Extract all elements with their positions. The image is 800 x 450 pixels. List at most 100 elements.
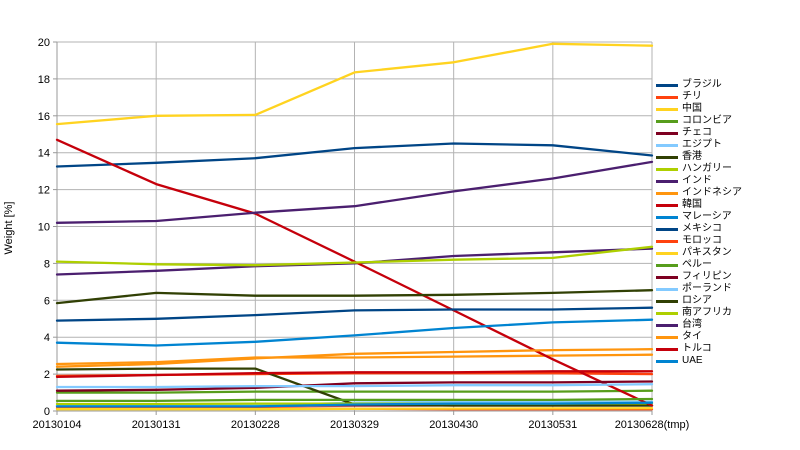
legend-item: トルコ (656, 343, 742, 355)
legend-swatch-icon (656, 215, 678, 219)
legend-swatch-icon (656, 335, 678, 339)
legend-item: ブラジル (656, 79, 742, 91)
legend-swatch-icon (656, 347, 678, 351)
series-line-タイ (55, 348, 654, 368)
legend-label: ハンガリー (682, 163, 732, 174)
series-line-ポーランド (55, 383, 654, 389)
x-tick-label: 20130228 (231, 419, 280, 431)
legend-label: タイ (682, 331, 702, 342)
series-line-ブラジル (55, 142, 654, 168)
legend-label: ペルー (682, 259, 712, 270)
legend-item: フィリピン (656, 271, 742, 283)
legend-label: ポーランド (682, 283, 732, 294)
legend-label: インド (682, 175, 712, 186)
legend-swatch-icon (656, 359, 678, 363)
legend-swatch-icon (656, 119, 678, 123)
legend-item: 台湾 (656, 319, 742, 331)
legend-item: ロシア (656, 295, 742, 307)
legend-label: トルコ (682, 343, 712, 354)
legend-label: チリ (682, 91, 702, 102)
legend-item: エジプト (656, 139, 742, 151)
series-line-台湾 (55, 160, 654, 224)
legend-item: チェコ (656, 127, 742, 139)
legend-swatch-icon (656, 143, 678, 147)
legend-item: ハンガリー (656, 163, 742, 175)
legend-label: マレーシア (682, 211, 732, 222)
y-tick-label: 0 (44, 406, 50, 418)
legend-label: 台湾 (682, 319, 702, 330)
legend-item: タイ (656, 331, 742, 343)
legend-swatch-icon (656, 191, 678, 195)
series-line-ロシア (55, 289, 654, 305)
series-line-マレーシア (55, 318, 654, 347)
series-line-パキスタン (55, 407, 654, 411)
legend-swatch-icon (656, 95, 678, 99)
legend-item: マレーシア (656, 211, 742, 223)
legend-swatch-icon (656, 239, 678, 243)
y-tick-label: 14 (38, 148, 50, 160)
legend-label: チェコ (682, 127, 712, 138)
legend-item: ポーランド (656, 283, 742, 295)
legend-label: パキスタン (682, 247, 732, 258)
legend-swatch-icon (656, 83, 678, 87)
legend-item: 中国 (656, 103, 742, 115)
series-line-中国 (55, 42, 654, 126)
legend-item: UAE (656, 355, 742, 367)
legend-swatch-icon (656, 275, 678, 279)
legend-label: モロッコ (682, 235, 722, 246)
legend-label: ロシア (682, 295, 712, 306)
legend-label: エジプト (682, 139, 722, 150)
legend-swatch-icon (656, 155, 678, 159)
legend-swatch-icon (656, 299, 678, 303)
series-line-南アフリカ (55, 245, 654, 267)
legend-label: フィリピン (682, 271, 732, 282)
legend-item: パキスタン (656, 247, 742, 259)
legend-swatch-icon (656, 323, 678, 327)
legend-item: コロンビア (656, 115, 742, 127)
x-tick-label: 20130131 (132, 419, 181, 431)
legend-item: チリ (656, 91, 742, 103)
legend-swatch-icon (656, 227, 678, 231)
legend-item: 香港 (656, 151, 742, 163)
legend-swatch-icon (656, 263, 678, 267)
series-line-フィリピン (55, 380, 654, 392)
legend-swatch-icon (656, 131, 678, 135)
legend-label: 南アフリカ (682, 307, 732, 318)
x-tick-label: 20130104 (33, 419, 82, 431)
y-tick-label: 20 (38, 37, 50, 49)
legend-label: インドネシア (682, 187, 742, 198)
legend-item: ペルー (656, 259, 742, 271)
series-line-コロンビア (55, 389, 654, 394)
legend-label: 中国 (682, 103, 702, 114)
series-line-インドネシア (55, 353, 654, 366)
legend-swatch-icon (656, 311, 678, 315)
y-tick-label: 6 (44, 295, 50, 307)
y-tick-label: 12 (38, 185, 50, 197)
y-tick-label: 2 (44, 369, 50, 381)
legend-item: モロッコ (656, 235, 742, 247)
legend-label: メキシコ (682, 223, 722, 234)
legend-swatch-icon (656, 107, 678, 111)
series-line-メキシコ (55, 306, 654, 322)
legend-item: 南アフリカ (656, 307, 742, 319)
legend: ブラジル チリ 中国 コロンビア チェコ エジプト 香港 ハンガリー インド インドネシア 韓国 マレ… (656, 79, 742, 367)
y-tick-label: 10 (38, 222, 50, 234)
x-tick-label: 20130531 (528, 419, 577, 431)
legend-label: コロンビア (682, 115, 732, 126)
y-tick-label: 8 (44, 258, 50, 270)
series-line-UAE (55, 401, 654, 408)
y-tick-label: 16 (38, 111, 50, 123)
x-tick-label: 20130628(tmp) (615, 419, 690, 431)
legend-item: インド (656, 175, 742, 187)
legend-item: 韓国 (656, 199, 742, 211)
legend-label: 韓国 (682, 199, 702, 210)
legend-label: UAE (682, 355, 703, 366)
legend-swatch-icon (656, 179, 678, 183)
legend-label: 香港 (682, 151, 702, 162)
x-tick-label: 20130430 (429, 419, 478, 431)
series-line-ペルー (55, 397, 654, 403)
legend-item: メキシコ (656, 223, 742, 235)
legend-swatch-icon (656, 167, 678, 171)
